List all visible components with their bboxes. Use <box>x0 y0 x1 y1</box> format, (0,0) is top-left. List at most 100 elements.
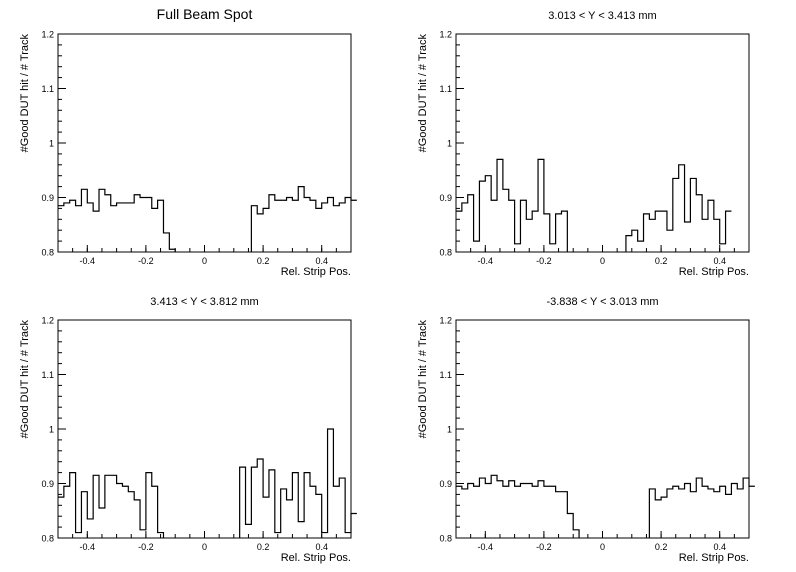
histogram-bin <box>87 203 93 252</box>
histogram-bin <box>339 203 345 252</box>
y-tick-label: 0.8 <box>41 248 54 258</box>
histogram-bin <box>538 481 544 538</box>
x-axis-title: Rel. Strip Pos. <box>679 552 749 564</box>
histogram-bin <box>743 478 749 538</box>
histogram-bin <box>275 533 281 538</box>
histogram-bin <box>532 486 538 538</box>
histogram-bin <box>690 178 696 252</box>
histogram-bin <box>152 486 158 538</box>
histogram-bin <box>128 492 134 538</box>
histogram-bin <box>292 200 298 252</box>
histogram-bin <box>163 233 169 252</box>
histogram-bin <box>70 200 76 252</box>
x-axis-title: Rel. Strip Pos. <box>281 266 351 278</box>
histogram-bin <box>240 467 246 538</box>
y-tick-label: 1 <box>49 425 54 435</box>
histogram-bin <box>626 236 632 252</box>
histogram-bin <box>737 489 743 538</box>
histogram-bin <box>708 200 714 252</box>
histogram-bin <box>246 524 252 538</box>
histogram-bin <box>485 484 491 539</box>
x-tick-label: -0.2 <box>138 256 154 266</box>
histogram-series <box>58 186 357 252</box>
y-axis-title: #Good DUT hit / # Track <box>417 34 429 153</box>
histogram-bin <box>515 486 521 538</box>
histogram-bin <box>117 484 123 539</box>
histogram-bin <box>263 208 269 252</box>
histogram-bin <box>720 486 726 538</box>
histogram-bin <box>140 530 146 538</box>
histogram-bin <box>561 211 567 252</box>
histogram-bin <box>81 492 87 538</box>
x-tick-label: 0.4 <box>315 542 328 552</box>
histogram-bin <box>158 200 164 252</box>
histogram-bin <box>673 486 679 538</box>
chart-title: 3.413 < Y < 3.812 mm <box>150 296 258 308</box>
x-tick-label: -0.4 <box>478 542 494 552</box>
histogram-bin <box>58 497 64 538</box>
y-tick-label: 1 <box>447 425 452 435</box>
y-tick-label: 1.1 <box>41 370 54 380</box>
histogram-bin <box>105 475 111 538</box>
histogram-bin <box>328 429 334 538</box>
x-tick-label: -0.4 <box>80 256 96 266</box>
histogram-series <box>456 158 732 252</box>
histogram-bin <box>269 470 275 538</box>
histogram-bin <box>509 481 515 538</box>
histogram-bin <box>64 203 70 252</box>
histogram-bin <box>685 484 691 539</box>
y-tick-label: 1 <box>447 139 452 149</box>
histogram-bin <box>117 203 123 252</box>
histogram-bin <box>702 219 708 252</box>
histogram-bin <box>81 189 87 252</box>
histogram-bin <box>310 200 316 252</box>
histogram-bin <box>122 486 128 538</box>
histogram-bin <box>310 486 316 538</box>
histogram-bin <box>351 200 357 252</box>
histogram-bin <box>497 159 503 252</box>
histogram-bin <box>281 200 287 252</box>
chart-panel-3: 3.413 < Y < 3.812 mm 0.8 0.9 1 1.1 1.2 -0.4 -0.… <box>19 296 357 564</box>
histogram-bin <box>679 489 685 538</box>
histogram-bin <box>257 459 263 538</box>
histogram-bin <box>468 195 474 252</box>
histogram-bin <box>292 473 298 538</box>
histogram-bin <box>708 489 714 538</box>
histogram-bin <box>105 195 111 252</box>
chart-title: 3.013 < Y < 3.413 mm <box>548 10 656 22</box>
histogram-bin <box>345 533 351 538</box>
histogram-bin <box>275 200 281 252</box>
histogram-bin <box>702 486 708 538</box>
histogram-bin <box>322 203 328 252</box>
histogram-bin <box>304 473 310 538</box>
histogram-bin <box>251 467 257 538</box>
histogram-bin <box>474 486 480 538</box>
histogram-bin <box>76 533 82 538</box>
histogram-bin <box>526 484 532 539</box>
x-tick-label: -0.4 <box>80 542 96 552</box>
histogram-bin <box>122 203 128 252</box>
histogram-bin <box>351 513 357 538</box>
histogram-bin <box>526 219 532 252</box>
histogram-bin <box>485 176 491 252</box>
histogram-bin <box>70 473 76 538</box>
histogram-bin <box>556 492 562 538</box>
x-axis-title: Rel. Strip Pos. <box>679 266 749 278</box>
histogram-bin <box>479 478 485 538</box>
histogram-bin <box>749 486 755 538</box>
histogram-bin <box>726 494 732 538</box>
histogram-bin <box>491 475 497 538</box>
histogram-bin <box>632 230 638 252</box>
histogram-bin <box>544 486 550 538</box>
histogram-bin <box>503 486 509 538</box>
histogram-bin <box>333 206 339 252</box>
histogram-bin <box>64 486 70 538</box>
x-tick-label: 0.4 <box>713 256 726 266</box>
histogram-bin <box>538 159 544 252</box>
histogram-bin <box>134 500 140 538</box>
chart-panel-2: 3.013 < Y < 3.413 mm 0.8 0.9 1 1.1 1.2 -0.4 -0.… <box>417 10 750 278</box>
histogram-bin <box>503 189 509 252</box>
histogram-bin <box>520 200 526 252</box>
histogram-bin <box>87 519 93 538</box>
